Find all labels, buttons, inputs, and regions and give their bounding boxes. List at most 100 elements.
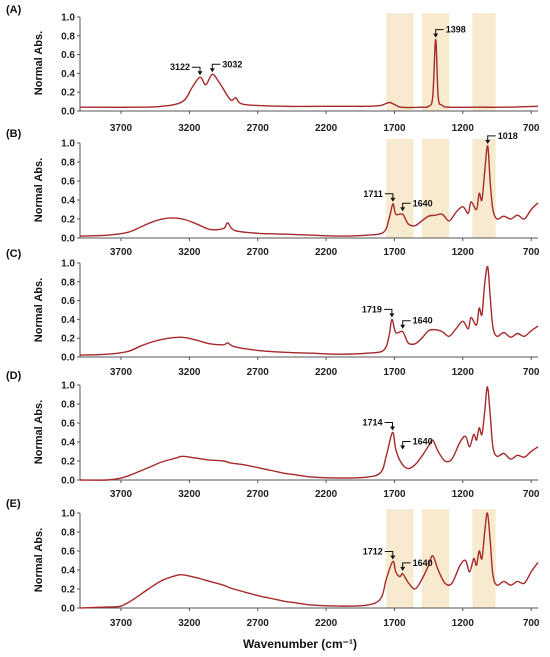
annotation-arrowhead	[400, 207, 406, 212]
y-axis-title-d: Normal Abs.	[33, 400, 45, 464]
y-tick-label: 1.0	[61, 259, 75, 270]
x-tick-label: 3200	[178, 123, 201, 134]
highlight-band	[472, 13, 496, 111]
annotation-arrowhead	[389, 313, 395, 318]
x-tick-label: 3700	[110, 489, 133, 500]
y-tick-label: 0.6	[61, 547, 75, 558]
x-tick-label: 700	[523, 367, 540, 378]
x-tick-label: 2200	[315, 489, 338, 500]
x-tick-label: 2700	[247, 489, 270, 500]
spectrum-line	[79, 38, 539, 109]
x-tick-label: 3700	[110, 618, 133, 629]
peak-label: 1714	[363, 418, 383, 428]
panel-label: (B)	[6, 128, 22, 140]
y-tick-label: 0.6	[61, 50, 75, 61]
x-tick-label: 1200	[452, 123, 475, 134]
y-tick-label: 0.2	[61, 334, 75, 345]
y-tick-label: 0.2	[61, 585, 75, 596]
peak-label: 1018	[498, 131, 518, 141]
x-tick-label: 3200	[178, 367, 201, 378]
x-axis-title: Wavenumber (cm⁻¹)	[243, 637, 357, 651]
x-tick-label: 1700	[383, 247, 406, 258]
highlight-band	[421, 509, 450, 608]
y-tick-label: 0.0	[61, 107, 75, 118]
y-tick-label: 0.4	[61, 315, 75, 326]
annotation-arrowhead	[400, 566, 406, 571]
highlight-band	[472, 139, 496, 238]
panel-d: 0.0 0.2 0.4 0.6 0.8 1.0 3700 3200 2700 2200 1700 12…	[6, 370, 540, 500]
annotation-arrowhead	[400, 324, 406, 329]
x-tick-label: 2200	[315, 367, 338, 378]
y-tick-label: 0.2	[61, 215, 75, 226]
spectrum-line	[79, 386, 539, 481]
y-axis-title-e: Normal Abs.	[33, 528, 45, 592]
panel-e: 0.0 0.2 0.4 0.6 0.8 1.0 3700 3200 2700 2200 1700 12…	[6, 498, 540, 629]
highlight-band	[386, 13, 414, 111]
highlight-band	[386, 139, 414, 238]
x-tick-label: 1200	[452, 367, 475, 378]
highlight-band	[421, 139, 450, 238]
y-tick-label: 0.4	[61, 196, 75, 207]
peak-label: 1640	[413, 437, 433, 447]
y-axis-title-b: Normal Abs.	[33, 158, 45, 222]
y-tick-label: 0.4	[61, 566, 75, 577]
annotation-arrowhead	[485, 139, 491, 144]
y-axis-title-c: Normal Abs.	[33, 278, 45, 342]
y-tick-label: 0.6	[61, 177, 75, 188]
annotation-arrowhead	[390, 426, 395, 431]
y-tick-label: 1.0	[61, 509, 75, 520]
y-tick-label: 0.4	[61, 69, 75, 80]
x-tick-label: 1200	[452, 489, 475, 500]
peak-label: 1398	[446, 25, 466, 35]
annotation-arrowhead	[390, 197, 396, 202]
panel-b: 0.0 0.2 0.4 0.6 0.8 1.0 3700 3200 2700 2200 1700 12…	[6, 128, 540, 258]
annotation-arrowhead	[433, 33, 439, 38]
peak-label: 1640	[413, 198, 433, 208]
y-tick-label: 0.2	[61, 88, 75, 99]
y-tick-label: 0.0	[61, 234, 75, 245]
panel-label: (D)	[6, 370, 22, 382]
y-tick-label: 0.8	[61, 158, 75, 169]
x-tick-label: 3700	[110, 123, 133, 134]
y-tick-label: 0.2	[61, 457, 75, 468]
peak-label: 1640	[413, 316, 433, 326]
x-tick-label: 1200	[452, 618, 475, 629]
x-tick-label: 2200	[315, 618, 338, 629]
peak-label: 3122	[170, 62, 190, 72]
x-tick-label: 3200	[178, 618, 201, 629]
panel-label: (E)	[6, 498, 21, 510]
peak-label: 3032	[222, 59, 242, 69]
x-tick-label: 700	[523, 489, 540, 500]
x-tick-label: 3200	[178, 247, 201, 258]
x-tick-label: 2200	[315, 123, 338, 134]
y-tick-label: 0.0	[61, 476, 75, 487]
spectrum-line	[79, 512, 539, 609]
peak-label: 1712	[363, 546, 383, 556]
y-tick-label: 0.6	[61, 419, 75, 430]
spectrum-line	[79, 265, 539, 356]
y-tick-label: 0.8	[61, 400, 75, 411]
y-tick-label: 1.0	[61, 13, 75, 24]
x-tick-label: 1700	[383, 367, 406, 378]
y-tick-label: 0.0	[61, 604, 75, 615]
x-tick-label: 700	[523, 247, 540, 258]
y-tick-label: 1.0	[61, 381, 75, 392]
peak-label: 1719	[362, 304, 382, 314]
x-tick-label: 2700	[247, 367, 270, 378]
panel-label: (C)	[6, 248, 22, 260]
annotation-arrowhead	[197, 71, 203, 76]
annotation-arrowhead	[209, 68, 215, 73]
annotation-arrowhead	[400, 445, 406, 450]
y-tick-label: 1.0	[61, 139, 75, 150]
x-tick-label: 2700	[247, 123, 270, 134]
x-tick-label: 700	[523, 618, 540, 629]
y-tick-label: 0.4	[61, 438, 75, 449]
y-tick-label: 0.8	[61, 277, 75, 288]
panels-group: 0.0 0.2 0.4 0.6 0.8 1.0 3700 3200 2700 2200 1700 12…	[6, 4, 540, 629]
x-tick-label: 700	[523, 123, 540, 134]
x-tick-label: 2700	[247, 618, 270, 629]
y-tick-label: 0.8	[61, 528, 75, 539]
y-tick-label: 0.6	[61, 296, 75, 307]
panel-c: 0.0 0.2 0.4 0.6 0.8 1.0 3700 3200 2700 2200 1700 12…	[6, 248, 540, 378]
